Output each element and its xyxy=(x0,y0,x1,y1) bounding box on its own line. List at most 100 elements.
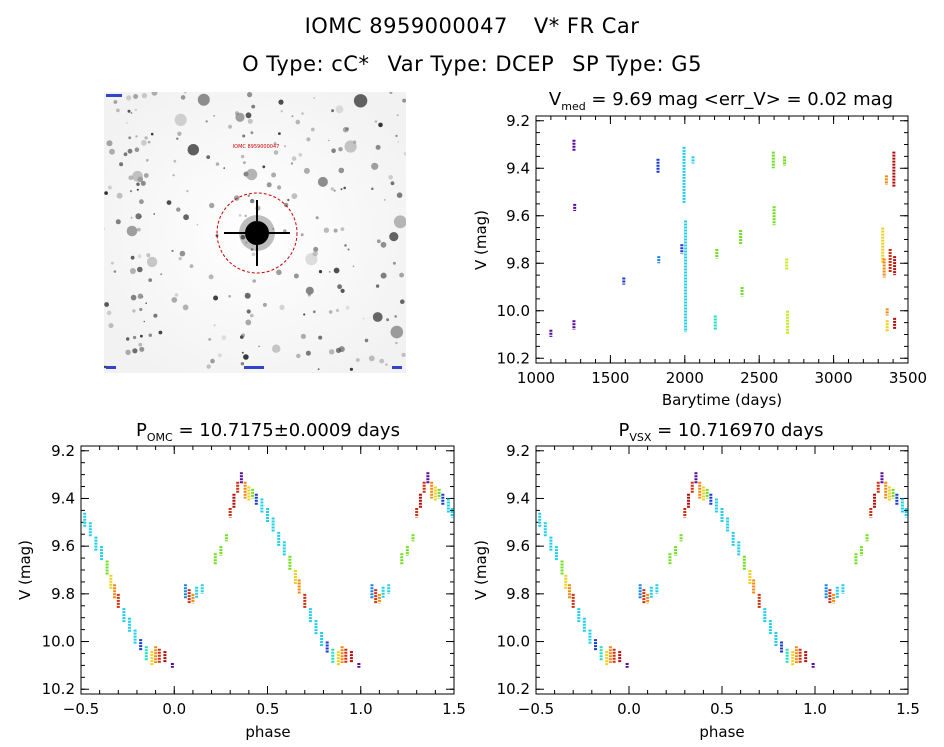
phase-vsx-title-rest: = 10.716970 days xyxy=(651,420,823,441)
field-star xyxy=(317,176,328,187)
field-star xyxy=(128,175,133,181)
timeseries-ylabel: V (mag) xyxy=(472,210,490,270)
field-star xyxy=(287,198,290,202)
field-star xyxy=(179,250,186,257)
field-star xyxy=(397,141,400,143)
phase-vsx-x-ticks: −0.5 0.0 0.5 1.0 1.5 xyxy=(518,446,920,718)
field-star xyxy=(113,100,118,104)
field-star xyxy=(312,250,318,257)
field-star xyxy=(125,349,131,355)
field-star xyxy=(139,346,145,352)
field-star xyxy=(240,154,245,159)
field-star xyxy=(250,313,254,318)
field-star xyxy=(394,315,398,318)
field-star xyxy=(205,120,208,123)
field-star xyxy=(390,325,404,339)
timeseries-x-tick-label: 3500 xyxy=(889,369,927,387)
field-star xyxy=(245,168,258,181)
field-star xyxy=(153,313,158,318)
field-star xyxy=(310,127,315,132)
field-star xyxy=(380,241,387,248)
field-star xyxy=(376,239,381,244)
field-star xyxy=(318,335,323,340)
field-star xyxy=(375,144,381,150)
field-star xyxy=(133,335,137,340)
field-star xyxy=(280,110,283,113)
field-star xyxy=(306,137,311,142)
field-star xyxy=(223,167,225,169)
phase-omc-y-tick-label: 10.2 xyxy=(42,680,75,698)
field-star xyxy=(374,120,378,123)
thumbnail-corner-mark-bc xyxy=(244,366,264,369)
phase-vsx-y-tick-label: 10.0 xyxy=(497,633,530,651)
timeseries-y-tick-label: 10.0 xyxy=(497,302,530,320)
thumbnail-tag: IOMC 8959000047 xyxy=(233,144,280,150)
field-star xyxy=(392,261,396,265)
field-star xyxy=(362,317,365,320)
field-star xyxy=(300,233,304,237)
field-star xyxy=(273,142,277,145)
field-star xyxy=(126,225,138,237)
field-star xyxy=(272,228,275,230)
field-star xyxy=(278,99,284,105)
phase-omc-x-tick-label: −0.5 xyxy=(63,700,99,718)
field-star xyxy=(386,318,389,322)
phase-vsx-xlabel: phase xyxy=(699,723,744,741)
svg-text:POMC = 10.7175±0.0009 days: POMC = 10.7175±0.0009 days xyxy=(136,420,400,444)
field-star xyxy=(187,144,199,156)
field-star xyxy=(148,333,152,337)
field-star xyxy=(328,310,333,314)
field-star xyxy=(250,198,255,204)
field-star xyxy=(123,152,128,157)
field-star xyxy=(251,252,256,257)
field-star xyxy=(395,341,398,345)
field-star xyxy=(141,92,148,99)
field-star xyxy=(247,92,253,98)
phase-vsx-frame xyxy=(535,445,909,695)
field-star xyxy=(134,108,138,112)
timeseries-y-tick-label: 9.2 xyxy=(506,112,530,130)
phase-vsx-title: PVSX = 10.716970 days xyxy=(619,420,824,444)
field-star xyxy=(235,111,239,116)
field-star xyxy=(245,112,252,119)
field-star xyxy=(345,127,349,131)
field-star xyxy=(241,333,246,338)
field-star xyxy=(208,338,212,341)
timeseries-y-ticks: 9.2 9.4 9.6 9.8 10.0 10.2 xyxy=(497,112,908,367)
field-star xyxy=(104,302,109,307)
field-star xyxy=(278,132,281,135)
field-star xyxy=(126,121,128,124)
field-star xyxy=(347,248,350,251)
field-star xyxy=(130,216,133,219)
field-star xyxy=(266,182,272,188)
field-star xyxy=(172,174,175,177)
field-star xyxy=(284,145,286,148)
field-star xyxy=(385,363,388,366)
timeseries-title-sub: med xyxy=(561,100,585,113)
phase-vsx-y-tick-label: 9.6 xyxy=(506,537,530,555)
field-star xyxy=(335,308,340,312)
field-star xyxy=(147,140,151,144)
field-star xyxy=(330,187,334,191)
field-star xyxy=(353,94,368,108)
timeseries-panel: Vmed = 9.69 mag <err_V> = 0.02 mag 1000 1… xyxy=(472,89,927,409)
field-star xyxy=(140,180,146,186)
field-star xyxy=(153,213,156,215)
field-star xyxy=(136,227,141,232)
field-star xyxy=(128,136,132,140)
field-star xyxy=(331,148,336,153)
field-star xyxy=(353,140,357,144)
field-star xyxy=(258,345,260,348)
field-star xyxy=(244,292,251,299)
field-star xyxy=(189,264,194,268)
field-star xyxy=(151,92,158,96)
field-star xyxy=(217,353,222,358)
phase-omc-x-tick-label: 1.0 xyxy=(349,700,373,718)
field-star xyxy=(171,249,174,252)
field-star xyxy=(143,173,149,178)
timeseries-marks xyxy=(549,139,897,337)
phase-vsx-x-tick-label: 0.5 xyxy=(710,700,734,718)
field-star xyxy=(228,295,231,298)
field-star xyxy=(146,256,158,268)
field-star xyxy=(130,112,133,114)
